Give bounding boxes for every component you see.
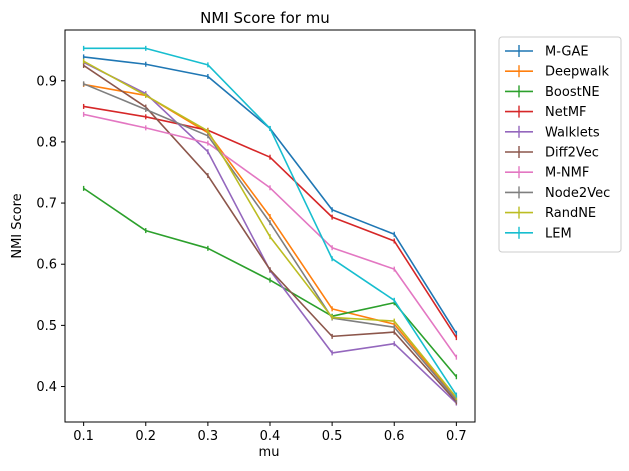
- chart-title: NMI Score for mu: [200, 9, 330, 27]
- legend-item: Deepwalk: [505, 65, 609, 80]
- x-axis: 0.1 0.2 0.3 0.4 0.5 0.6 0.7: [73, 422, 467, 444]
- x-tick-label: 0.5: [322, 429, 343, 444]
- legend-item: NetMF: [505, 105, 587, 120]
- series-m-nmf: [82, 111, 458, 360]
- legend-item: Node2Vec: [505, 186, 610, 201]
- series-line: [83, 83, 457, 401]
- legend-item: Diff2Vec: [505, 146, 599, 161]
- legend-item: M-GAE: [505, 45, 589, 60]
- series-m-gae: [82, 54, 458, 336]
- legend-item: M-NMF: [505, 166, 589, 181]
- x-tick-label: 0.3: [198, 429, 219, 444]
- x-tick-label: 0.7: [446, 429, 467, 444]
- legend-label: LEM: [545, 226, 572, 241]
- y-tick-label: 0.9: [36, 74, 57, 89]
- y-tick-label: 0.5: [36, 319, 57, 334]
- x-tick-label: 0.4: [260, 429, 281, 444]
- x-axis-label: mu: [259, 445, 280, 460]
- legend-label: Diff2Vec: [545, 146, 599, 161]
- legend-item: Walklets: [505, 125, 600, 140]
- series-line: [83, 83, 457, 399]
- series-line: [83, 60, 457, 399]
- legend-label: M-GAE: [545, 45, 589, 60]
- legend-label: RandNE: [545, 206, 596, 221]
- series-diff2vec: [82, 62, 458, 405]
- x-tick-label: 0.2: [135, 429, 156, 444]
- legend-label: BoostNE: [545, 85, 600, 100]
- series-walklets: [82, 59, 458, 406]
- y-tick-label: 0.4: [36, 380, 57, 395]
- x-tick-label: 0.6: [384, 429, 405, 444]
- series-randne: [82, 58, 458, 401]
- y-tick-label: 0.8: [36, 135, 57, 150]
- legend-label: Node2Vec: [545, 186, 610, 201]
- legend-item: RandNE: [505, 206, 596, 221]
- series-line: [83, 56, 458, 334]
- series-line: [83, 61, 457, 404]
- legend-label: Walklets: [545, 125, 600, 140]
- legend-item: BoostNE: [505, 85, 600, 100]
- y-tick-label: 0.7: [36, 197, 57, 212]
- y-axis-label: NMI Score: [10, 193, 25, 258]
- legend-label: M-NMF: [545, 166, 589, 181]
- legend-label: NetMF: [545, 105, 587, 120]
- legend: M-GAE Deepwalk BoostNE NetMF Walklets Diff2Ve…: [498, 36, 622, 253]
- series-lem: [82, 45, 458, 398]
- x-tick-label: 0.1: [73, 429, 94, 444]
- y-axis: 0.4 0.5 0.6 0.7 0.8 0.9: [36, 74, 65, 395]
- legend-item: LEM: [505, 226, 572, 241]
- series-layer: [82, 45, 458, 406]
- y-tick-label: 0.6: [36, 258, 57, 273]
- legend-label: Deepwalk: [545, 65, 609, 80]
